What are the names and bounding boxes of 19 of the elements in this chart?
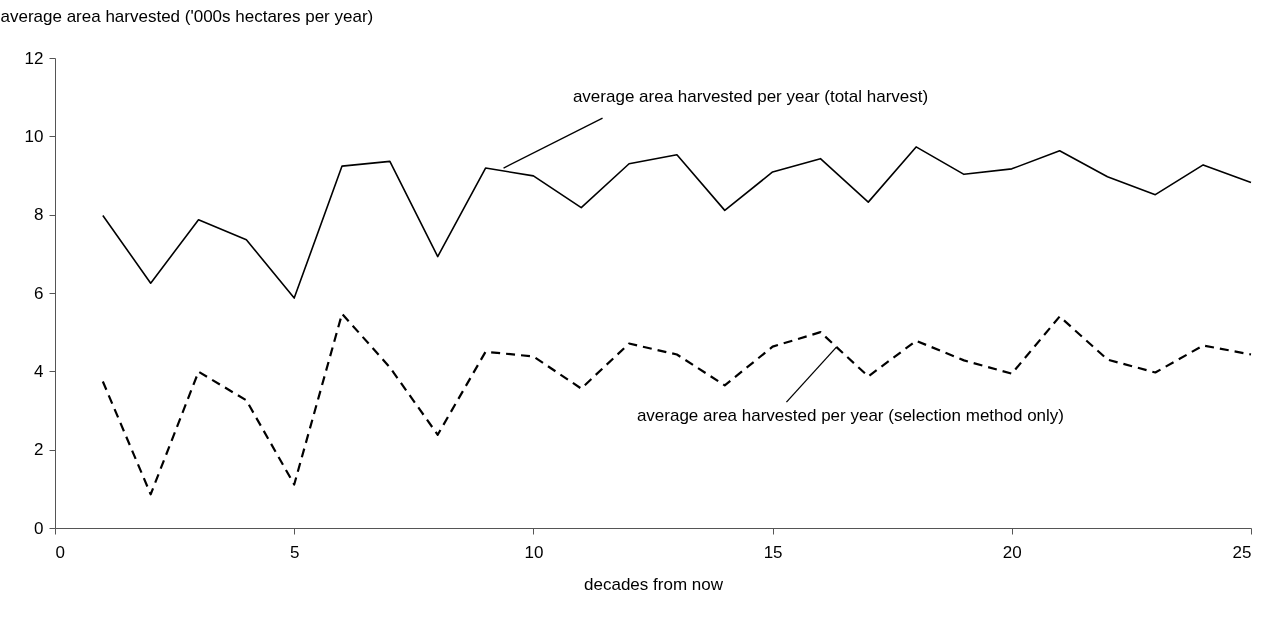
- line-series: [102, 146, 1252, 299]
- text: average area harvested per year (selection method only): [636, 406, 1064, 426]
- y-tick-label: 8: [34, 205, 44, 225]
- y-axis-title: average area harvested ('000s hectares per year): [0, 6, 374, 26]
- y-tick-label: 4: [34, 361, 44, 381]
- y-tick-label: 2: [34, 440, 44, 460]
- line-series: [101, 312, 1253, 496]
- x-tick-label: 10: [524, 542, 544, 562]
- y-tick-label: 6: [34, 283, 44, 303]
- x-tick-label: 25: [1232, 542, 1252, 562]
- x-tick-label: 20: [1002, 542, 1022, 562]
- x-tick-label: 5: [289, 542, 300, 562]
- x-tick-label: 0: [55, 542, 65, 562]
- x-tick-label: 15: [763, 542, 783, 562]
- text: average area harvested per year (total harvest): [572, 87, 929, 107]
- y-tick-label: 0: [34, 518, 44, 538]
- y-tick-label: 12: [24, 48, 44, 68]
- x-axis-title: decades from now: [584, 574, 724, 594]
- y-tick-label: 10: [24, 126, 44, 146]
